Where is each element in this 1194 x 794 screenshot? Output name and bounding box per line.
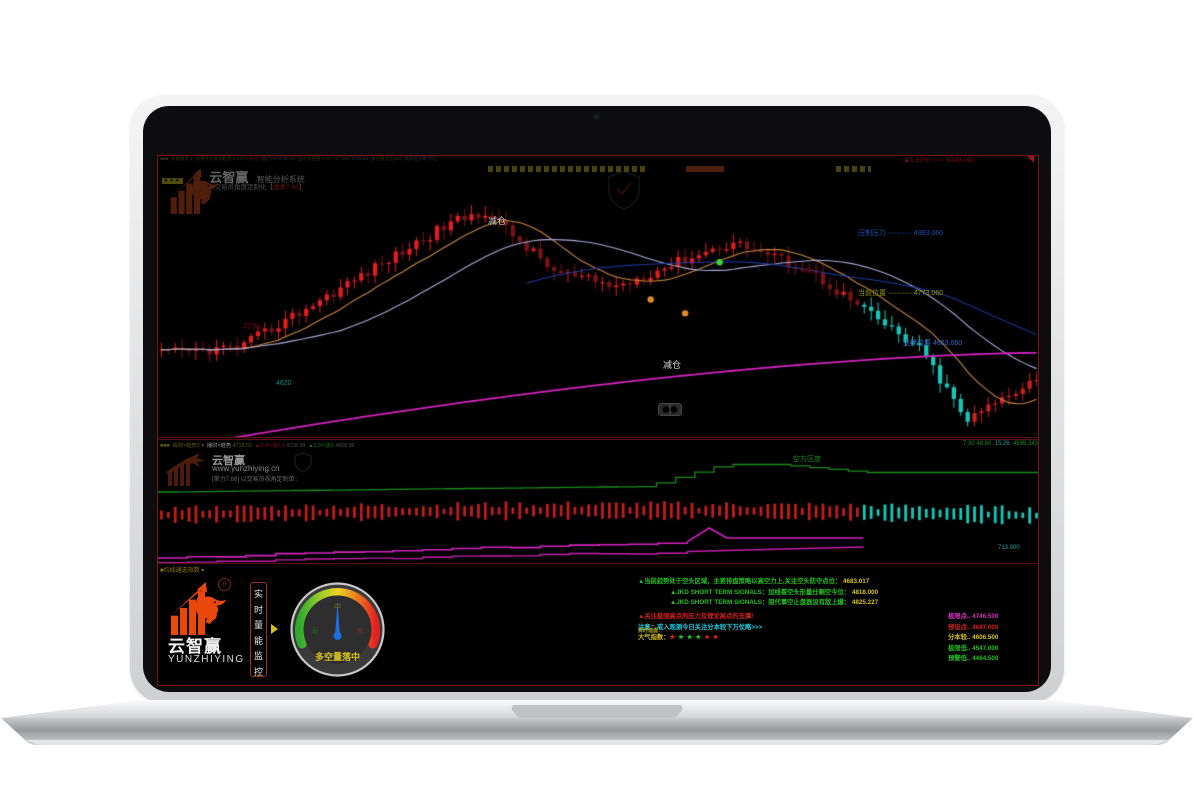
svg-text:弱: 弱 xyxy=(312,628,318,635)
svg-text:多空量落中: 多空量落中 xyxy=(315,651,360,662)
svg-text:强: 强 xyxy=(357,628,363,635)
